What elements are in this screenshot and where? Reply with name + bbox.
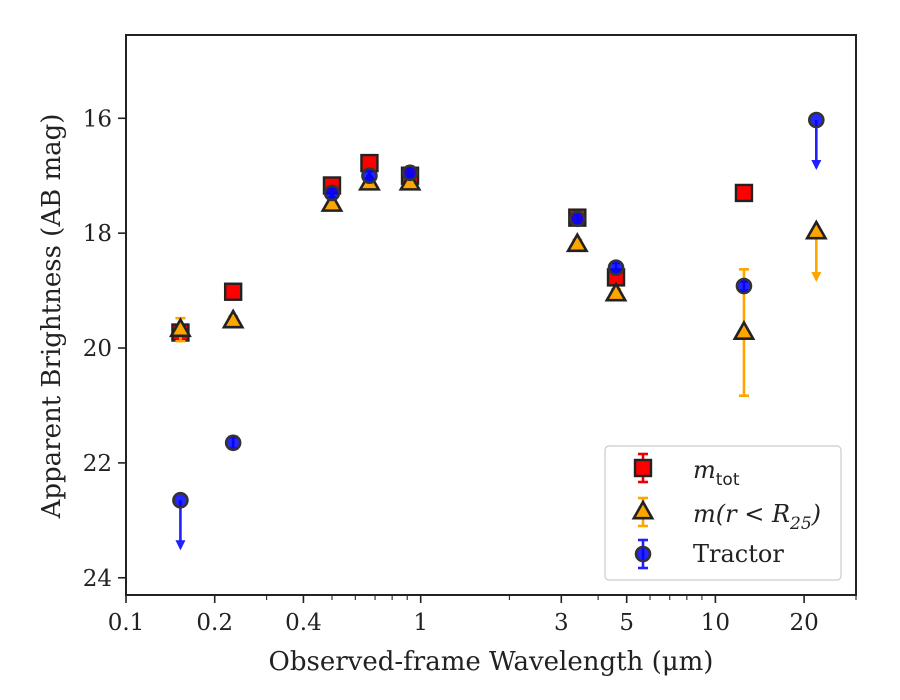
x-axis-label: Observed-frame Wavelength (μm) xyxy=(269,647,714,677)
legend-label-mr25-suffix: ) xyxy=(811,500,821,528)
x-tick-label-3: 1 xyxy=(413,610,428,636)
x-tick-label-7: 20 xyxy=(789,610,818,636)
point-tractor-3 xyxy=(361,167,378,185)
legend-markers xyxy=(631,452,655,570)
legend-label-mr25-sub: 25 xyxy=(789,514,812,534)
point-mr25-6 xyxy=(604,281,628,302)
point-tractor-2 xyxy=(323,184,341,202)
legend-label-mtot: mtot xyxy=(693,456,740,490)
legend-label-mtot-sub: tot xyxy=(716,470,740,490)
legend-label-mr25: m(r < R25) xyxy=(693,500,821,534)
legend-symbol-tractor xyxy=(634,545,652,563)
legend-marker-mtot xyxy=(633,452,653,484)
y-tick-label-3: 22 xyxy=(83,451,112,477)
point-tractor-0-limit-arrow xyxy=(175,540,186,551)
y-tick-label-1: 18 xyxy=(83,221,112,247)
point-tractor-0 xyxy=(172,491,189,509)
x-tick-label-1: 0.2 xyxy=(196,610,233,636)
axis-ticks: 0.1 0.2 0.4 1 3 5 10 20 16 18 20 22 24 xyxy=(83,106,857,636)
point-mr25-0 xyxy=(168,317,192,338)
point-tractor-8 xyxy=(808,111,825,129)
x-tick-label-6: 10 xyxy=(701,610,730,636)
point-tractor-1 xyxy=(224,434,242,452)
x-tick-label-4: 3 xyxy=(554,610,569,636)
x-tick-label-0: 0.1 xyxy=(108,610,145,636)
y-tick-label-2: 20 xyxy=(83,336,112,362)
legend: mtot m(r < R25) Tractor xyxy=(604,445,842,581)
legend-symbol-mr25 xyxy=(631,499,655,520)
point-mr25-4 xyxy=(398,170,422,191)
y-tick-label-0: 16 xyxy=(83,106,112,132)
point-mr25-8-limit-arrow xyxy=(811,272,822,283)
series-mr25 xyxy=(168,170,828,397)
point-mr25-2 xyxy=(320,191,344,212)
point-tractor-4 xyxy=(401,164,419,182)
point-tractor-6 xyxy=(607,259,625,276)
point-tractor-7 xyxy=(735,277,753,295)
legend-label-mtot-main: m xyxy=(693,456,716,484)
legend-label-tractor: Tractor xyxy=(693,540,784,568)
plot-frame xyxy=(125,34,857,596)
y-tick-label-4: 24 xyxy=(83,566,112,592)
point-mr25-7 xyxy=(732,319,756,341)
point-mtot-7 xyxy=(734,183,754,203)
x-tick-label-2: 0.4 xyxy=(285,610,322,636)
legend-marker-tractor xyxy=(634,538,652,570)
data-points xyxy=(168,111,828,551)
point-mtot-1 xyxy=(223,282,243,301)
point-tractor-8-limit-arrow xyxy=(811,160,822,171)
legend-box xyxy=(604,445,842,581)
point-mr25-1 xyxy=(221,308,245,329)
point-mr25-5 xyxy=(565,232,589,253)
point-tractor-5 xyxy=(569,210,586,228)
legend-marker-mr25 xyxy=(631,496,655,528)
x-tick-label-5: 5 xyxy=(619,610,634,636)
series-mtot xyxy=(171,153,754,342)
series-tractor xyxy=(172,111,825,551)
legend-label-mr25-main: m(r < R xyxy=(693,500,790,528)
legend-symbol-mtot xyxy=(633,458,653,478)
y-axis-label: Apparent Brightness (AB mag) xyxy=(37,114,67,520)
point-mr25-8 xyxy=(804,219,828,240)
